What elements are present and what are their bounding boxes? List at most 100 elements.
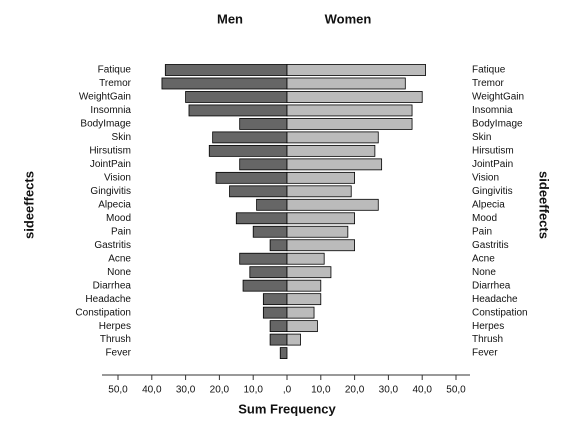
bar: [286, 198, 379, 211]
bar: [262, 293, 288, 306]
category-label-right: Vision: [472, 172, 499, 183]
y-axis-label-left: sideeffects: [21, 171, 36, 239]
bar: [269, 320, 288, 333]
bar: [269, 239, 288, 252]
category-label-left: Insomnia: [90, 105, 131, 116]
category-label-left: Hirsutism: [89, 146, 131, 157]
bar: [164, 64, 288, 76]
bar: [269, 333, 288, 346]
bar: [286, 171, 355, 184]
bar: [286, 64, 426, 76]
category-label-left: Herpes: [99, 321, 131, 332]
bar: [286, 131, 379, 144]
category-label-left: Acne: [108, 253, 131, 264]
category-label-right: Hirsutism: [472, 146, 514, 157]
bar: [239, 158, 288, 171]
bar: [286, 279, 322, 292]
category-label-right: Constipation: [472, 307, 528, 318]
category-label-left: Mood: [106, 213, 131, 224]
y-axis-label-right: sideeffects: [537, 171, 552, 239]
category-label-left: Vision: [104, 172, 131, 183]
category-label-left: Tremor: [99, 78, 132, 89]
bar: [239, 252, 288, 265]
x-tick-label: 20,0: [210, 385, 230, 396]
category-label-left: None: [107, 267, 131, 278]
x-tick-label: 50,0: [446, 385, 466, 396]
bar: [286, 252, 325, 265]
x-tick-label: 10,0: [311, 385, 331, 396]
x-tick-label: 30,0: [379, 385, 399, 396]
bar: [286, 212, 355, 225]
bar: [286, 239, 355, 252]
bar: [239, 118, 288, 130]
category-label-right: Skin: [472, 132, 491, 143]
category-label-right: Tremor: [472, 78, 505, 89]
category-label-right: Pain: [472, 226, 492, 237]
bar: [252, 225, 288, 238]
category-label-left: Skin: [112, 132, 131, 143]
bar: [242, 279, 288, 292]
bar: [286, 225, 349, 238]
bar: [235, 212, 288, 225]
x-axis-label: Sum Frequency: [238, 401, 336, 416]
bar: [286, 293, 322, 306]
x-tick-label: 40,0: [142, 385, 162, 396]
bar: [286, 320, 318, 333]
bar: [286, 158, 383, 171]
bar: [188, 104, 288, 117]
category-label-right: Insomnia: [472, 105, 513, 116]
bar: [286, 306, 315, 319]
category-label-left: JointPain: [90, 159, 131, 170]
category-label-left: Headache: [85, 294, 131, 305]
bar: [185, 91, 288, 103]
x-tick-label: 10,0: [243, 385, 263, 396]
x-tick-label: 50,0: [108, 385, 128, 396]
category-label-right: Alpecia: [472, 199, 505, 210]
x-tick-label: 20,0: [345, 385, 365, 396]
category-label-left: Fever: [105, 348, 131, 359]
bar: [212, 131, 288, 144]
category-label-right: Fatique: [472, 65, 506, 76]
bar: [286, 77, 406, 90]
category-label-right: Herpes: [472, 321, 504, 332]
men-title: Men: [217, 11, 243, 26]
category-label-right: Headache: [472, 294, 518, 305]
bar: [215, 171, 288, 184]
category-label-right: Fever: [472, 348, 498, 359]
bar: [286, 144, 376, 157]
category-label-left: Gastritis: [94, 240, 131, 251]
bar: [161, 77, 288, 90]
bar: [286, 266, 332, 279]
category-label-left: Diarrhea: [93, 280, 132, 291]
women-title: Women: [325, 11, 372, 26]
bar: [249, 266, 288, 279]
category-label-right: JointPain: [472, 159, 513, 170]
category-label-right: WeightGain: [472, 92, 524, 103]
category-label-right: BodyImage: [472, 119, 523, 130]
bar: [279, 347, 288, 359]
category-label-left: Thrush: [100, 334, 131, 345]
category-label-right: None: [472, 267, 496, 278]
category-label-right: Gingivitis: [472, 186, 513, 197]
category-label-left: Gingivitis: [90, 186, 131, 197]
bar: [286, 118, 413, 130]
x-tick-label: 30,0: [176, 385, 196, 396]
category-label-right: Thrush: [472, 334, 503, 345]
category-label-right: Diarrhea: [472, 280, 511, 291]
x-tick-label: ,0: [283, 385, 292, 396]
category-label-left: BodyImage: [80, 119, 131, 130]
x-tick-label: 40,0: [412, 385, 432, 396]
bar: [286, 91, 423, 103]
bar: [208, 144, 288, 157]
bar: [286, 185, 352, 198]
bar: [286, 104, 413, 117]
bar: [286, 333, 301, 346]
bar: [256, 198, 288, 211]
bar: [262, 306, 288, 319]
category-label-left: Constipation: [75, 307, 131, 318]
category-label-right: Acne: [472, 253, 495, 264]
category-label-left: Alpecia: [98, 199, 131, 210]
category-label-left: WeightGain: [79, 92, 131, 103]
bar: [229, 185, 288, 198]
